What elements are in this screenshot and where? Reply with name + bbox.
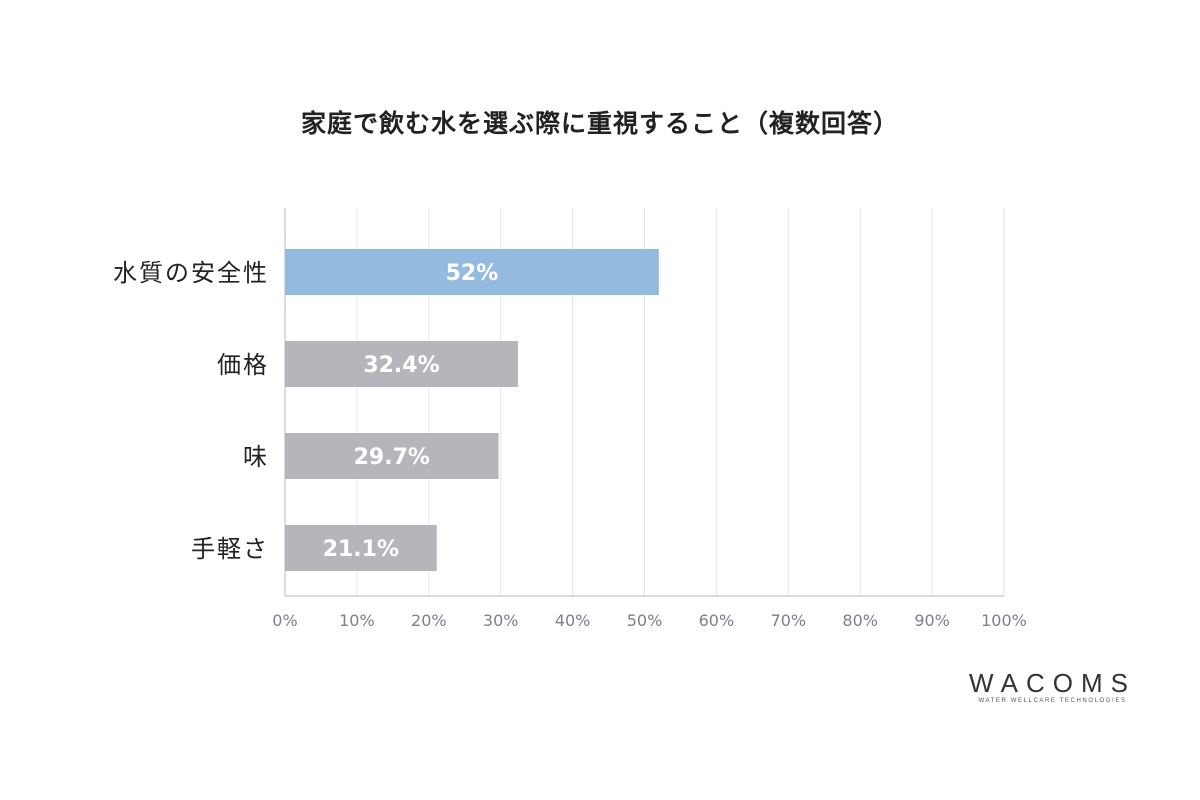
bar <box>285 433 499 479</box>
bars <box>285 249 659 571</box>
x-tick-label: 30% <box>483 611 519 630</box>
x-tick-label: 20% <box>411 611 447 630</box>
data-label: 52% <box>446 261 499 286</box>
category-label: 価格 <box>217 351 269 379</box>
category-label: 水質の安全性 <box>113 259 269 287</box>
labels: 0% 10% 20% 30% 40% 50% 60% 70% 80% 90% 100% 52% 水質の安… <box>113 259 1027 630</box>
x-tick-label: 50% <box>627 611 663 630</box>
data-label: 29.7% <box>354 445 430 470</box>
x-tick-label: 40% <box>555 611 591 630</box>
x-tick-label: 100% <box>981 611 1027 630</box>
brand-logo: WACOMS <box>969 668 1136 698</box>
bar <box>285 341 518 387</box>
x-tick-label: 0% <box>272 611 297 630</box>
bar <box>285 525 437 571</box>
x-tick-label: 80% <box>842 611 878 630</box>
category-label: 手軽さ <box>191 535 269 563</box>
x-tick-label: 10% <box>339 611 375 630</box>
chart-title: 家庭で飲む水を選ぶ際に重視すること（複数回答） <box>300 109 899 138</box>
x-tick-label: 70% <box>771 611 807 630</box>
brand-tagline: WATER WELLCARE TECHNOLOGIES <box>978 698 1127 704</box>
category-label: 味 <box>243 443 269 471</box>
x-tick-label: 60% <box>699 611 735 630</box>
data-label: 32.4% <box>363 353 439 378</box>
x-tick-label: 90% <box>914 611 950 630</box>
bar <box>285 249 659 295</box>
data-label: 21.1% <box>323 537 399 562</box>
